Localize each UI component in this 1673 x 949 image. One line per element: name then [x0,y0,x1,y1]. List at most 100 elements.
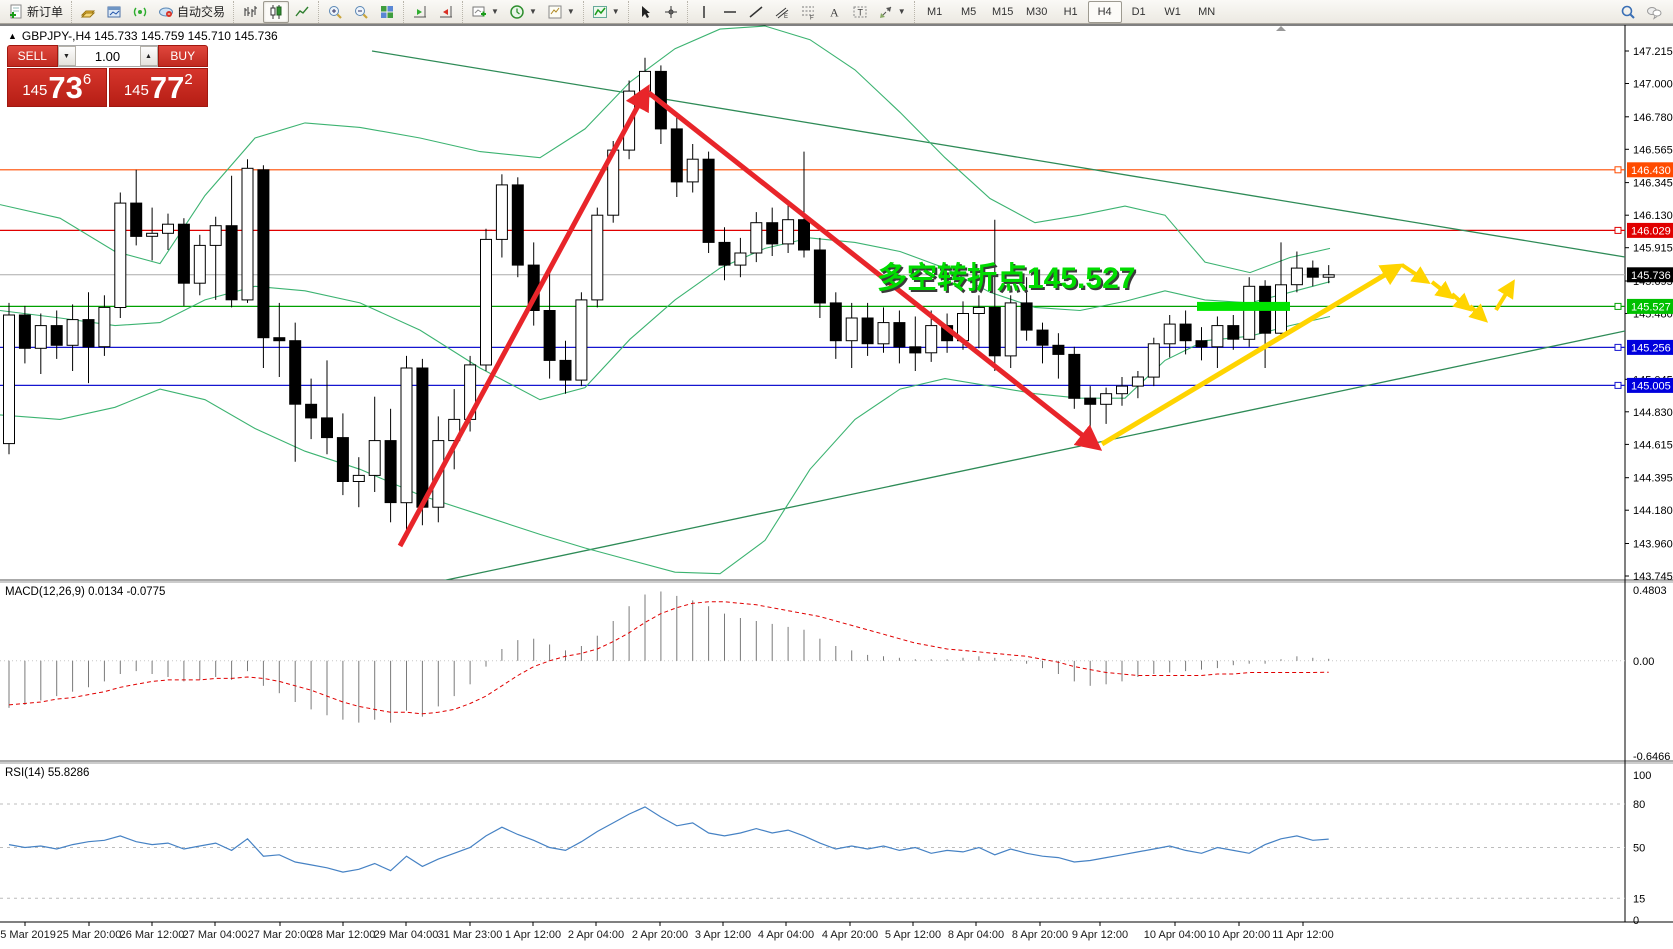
candle [1163,323,1176,345]
svg-text:4 Apr 04:00: 4 Apr 04:00 [758,929,814,941]
timeframe-d1[interactable]: D1 [1131,5,1146,18]
toolbar-button-text[interactable]: A [821,1,847,23]
toolbar-button-template[interactable]: ▼ [542,1,580,23]
candle [1211,325,1224,348]
candle [352,474,365,482]
timeframe-m1[interactable]: M1 [927,5,943,18]
sell-price-box[interactable]: 145 73 6 [7,68,107,107]
svg-text:27 Mar 04:00: 27 Mar 04:00 [183,929,248,941]
toolbar-button-navigator[interactable] [101,1,127,23]
svg-text:145.256: 145.256 [1631,342,1671,354]
candle [702,158,715,243]
toolbar-button-signals[interactable] [127,1,153,23]
candle [575,299,588,381]
svg-text:8 Apr 04:00: 8 Apr 04:00 [948,929,1004,941]
svg-text:147.000: 147.000 [1633,79,1673,91]
toolbar-group: 自动交易 [71,0,233,23]
chevron-down-icon: ▼ [897,7,906,16]
buy-price-box[interactable]: 145 77 2 [108,68,208,107]
svg-text:2 Apr 04:00: 2 Apr 04:00 [568,929,624,941]
chart-title-text: GBPJPY-,H4 145.733 145.759 145.710 145.7… [21,29,278,43]
volume-decrease-button[interactable]: ▼ [57,46,76,66]
auto-scroll-icon [412,4,428,20]
toolbar-button-candlestick-chart[interactable] [263,0,290,23]
toolbar-button-cursor[interactable] [632,1,658,23]
toolbar-button-autotrading[interactable]: 自动交易 [153,1,230,23]
svg-text:9 Apr 12:00: 9 Apr 12:00 [1072,929,1128,941]
support-highlight-bar[interactable] [1197,301,1290,311]
trendlines[interactable] [371,50,1625,594]
toolbar-button-line-chart[interactable] [289,1,315,23]
toolbar-button-search[interactable] [1615,1,1641,23]
candle [209,225,222,246]
toolbar-button-indicators[interactable]: ▼ [587,1,625,23]
template-icon [547,4,563,20]
volume-input[interactable] [75,46,140,66]
horizontal-level-lines[interactable] [0,166,1625,389]
candle [1147,343,1160,378]
candle [861,317,874,345]
toolbar-button-market-watch[interactable] [75,1,101,23]
candle [1227,325,1240,340]
timeframe-h4[interactable]: H4 [1087,0,1122,23]
svg-text:8 Apr 20:00: 8 Apr 20:00 [1012,929,1068,941]
toolbar-button-arrows[interactable]: ▼ [873,1,911,23]
candle [1179,323,1192,342]
candle [829,302,842,342]
toolbar-button-new-chart[interactable]: ▼ [466,1,504,23]
one-click-trading-panel: SELL ▼ ▲ BUY 145 73 6 145 77 2 [7,45,208,107]
candle [591,214,604,301]
zoom-in-icon [327,4,343,20]
candle [1036,329,1049,346]
market-watch-icon [80,4,96,20]
svg-text:0.00: 0.00 [1633,656,1654,668]
svg-text:3 Apr 12:00: 3 Apr 12:00 [695,929,751,941]
yellow-projection-arrows[interactable] [1100,263,1515,447]
toolbar-button-text-label[interactable]: T [847,1,873,23]
chart-shift-marker[interactable] [1276,26,1286,31]
svg-text:2 Apr 20:00: 2 Apr 20:00 [632,929,688,941]
toolbar-button-bar-chart[interactable] [237,1,263,23]
toolbar-button-chart-shift[interactable] [433,1,459,23]
red-trend-arrows[interactable] [397,84,1103,548]
candle [1068,353,1081,399]
toolbar-button-zoom-in[interactable] [322,1,348,23]
chat-icon [1646,4,1662,20]
svg-text:146.565: 146.565 [1633,144,1673,156]
toolbar-button-trendline[interactable] [743,1,769,23]
timeframe-m30[interactable]: M30 [1025,5,1048,18]
toolbar-button-auto-scroll[interactable] [407,1,433,23]
timeframe-m5[interactable]: M5 [961,5,977,18]
candle [241,167,254,301]
svg-text:144.830: 144.830 [1633,407,1673,419]
svg-text:143.745: 143.745 [1633,571,1673,583]
toolbar-button-tile-windows[interactable] [374,1,400,23]
toolbar-button-vertical-line[interactable] [691,1,717,23]
buy-button[interactable]: BUY [157,45,208,67]
toolbar-button-fibonacci[interactable]: F [795,1,821,23]
one-click-collapse-icon[interactable]: ▲ [8,31,17,41]
timeframe-w1[interactable]: W1 [1164,5,1181,18]
svg-text:80: 80 [1633,799,1645,811]
rsi-pane [0,803,1625,899]
toolbar-button-zoom-out[interactable] [348,1,374,23]
toolbar-button-new-order[interactable]: 新订单 [3,1,68,23]
timeframe-mn[interactable]: MN [1198,5,1216,18]
toolbar-button-chat[interactable] [1641,1,1667,23]
toolbar-button-channel[interactable]: E [769,1,795,23]
toolbar-button-crosshair[interactable] [658,1,684,23]
candle [368,440,381,476]
timeframe-m15[interactable]: M15 [991,5,1014,18]
svg-text:T: T [857,7,863,17]
search-icon [1620,4,1636,20]
volume-increase-button[interactable]: ▲ [139,46,158,66]
toolbar-button-period[interactable]: ▼ [504,1,542,23]
candle [384,440,397,504]
toolbar-group [403,0,462,23]
timeframe-h1[interactable]: H1 [1063,5,1078,18]
sell-button[interactable]: SELL [7,45,58,67]
toolbar-button-horizontal-line[interactable] [717,1,743,23]
